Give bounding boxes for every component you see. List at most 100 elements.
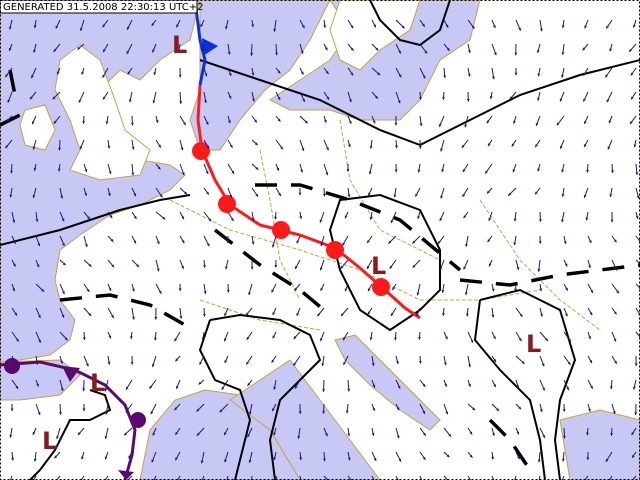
wind-arrow-head: [107, 361, 111, 365]
wind-arrow-head: [488, 263, 492, 267]
wind-arrow-head: [110, 238, 114, 242]
wind-arrow: [419, 475, 423, 480]
wind-arrow-head: [200, 24, 204, 28]
wind-arrow-head: [35, 219, 39, 222]
wind-arrow-head: [585, 217, 589, 221]
wind-arrow-head: [247, 434, 250, 438]
wind-arrow-head: [53, 120, 57, 124]
wind-arrow-head: [60, 388, 64, 391]
wind-arrow-head: [178, 74, 182, 78]
wind-arrow-head: [181, 240, 185, 244]
wind-arrow-head: [9, 194, 13, 198]
wind-arrow-head: [204, 73, 208, 77]
adriatic: [334, 334, 441, 431]
wind-arrow-head: [448, 433, 452, 437]
wind-arrow-head: [226, 240, 230, 244]
wind-arrow: [347, 475, 352, 480]
wind-arrow-head: [396, 407, 400, 411]
wind-arrow-head: [7, 99, 11, 103]
wind-arrow-head: [11, 457, 15, 461]
wind-arrow-head: [446, 47, 450, 51]
wind-arrow-head: [491, 456, 495, 460]
wind-arrow-head: [29, 96, 33, 100]
wind-arrow-head: [151, 22, 155, 26]
wind-arrow-head: [369, 337, 373, 341]
wind-arrow-head: [204, 100, 207, 103]
wind-arrow-head: [181, 172, 185, 176]
wind-arrow: [201, 475, 205, 480]
wind-arrow-head: [556, 122, 560, 126]
wind-arrow-head: [468, 383, 471, 387]
wind-arrow-head: [537, 73, 541, 77]
wind-arrow-head: [415, 193, 418, 197]
wind-arrow: [275, 475, 278, 480]
wind-arrow: [80, 475, 85, 480]
wind-arrow-head: [296, 312, 300, 316]
wind-arrow-head: [613, 338, 617, 342]
wind-arrow-head: [228, 72, 232, 76]
wind-arrow-head: [347, 433, 351, 437]
wind-arrow-head: [10, 408, 14, 412]
wind-arrow-head: [227, 120, 231, 124]
wind-arrow-head: [635, 215, 639, 219]
wind-arrow-head: [323, 25, 327, 28]
wind-arrow-head: [616, 290, 619, 294]
wind-arrow-head: [79, 27, 83, 31]
wind-arrow-head: [561, 25, 565, 29]
wind-arrow-head: [589, 360, 592, 364]
wind-arrow-head: [467, 73, 471, 77]
wind-arrow-head: [131, 146, 135, 150]
warm-front-symbols: [192, 142, 390, 296]
wind-arrow-head: [588, 240, 592, 244]
wind-arrow-head: [176, 24, 179, 28]
wind-arrow-head: [636, 195, 640, 199]
wind-arrow-head: [250, 266, 254, 270]
wind-arrow-head: [465, 243, 468, 247]
wind-arrow-head: [632, 386, 636, 390]
trough: [488, 418, 532, 471]
wind-arrow-head: [200, 460, 204, 464]
wind-arrow-head: [412, 240, 416, 244]
wind-arrow-head: [374, 95, 378, 99]
isobar: [199, 59, 421, 146]
wind-arrow-head: [298, 192, 302, 196]
isobar: [198, 319, 252, 480]
wind-arrow-head: [226, 289, 230, 293]
wind-arrow-head: [437, 240, 441, 244]
wind-arrow-head: [542, 387, 545, 391]
wind-arrow: [635, 283, 640, 289]
wind-arrow-head: [493, 25, 496, 29]
wind-arrow-head: [398, 50, 401, 54]
wind-arrow-head: [491, 314, 495, 318]
wind-arrow-head: [614, 267, 618, 271]
wind-arrow-head: [561, 219, 564, 223]
wind-arrow-head: [35, 361, 39, 365]
wind-arrow-head: [401, 25, 405, 29]
wind-arrow-head: [64, 337, 68, 341]
wind-arrow-head: [199, 361, 203, 365]
wind-arrow-head: [608, 120, 612, 124]
wind-arrow-head: [422, 456, 426, 460]
wind-arrow-head: [133, 240, 137, 244]
wind-arrow-head: [350, 72, 354, 76]
low-pressure-label: L: [90, 369, 105, 397]
wind-arrow-head: [33, 49, 36, 53]
wind-arrow-head: [605, 458, 609, 462]
wind-arrow-head: [537, 168, 540, 172]
wind-arrow-head: [536, 50, 540, 54]
wind-arrow-head: [60, 360, 63, 364]
wind-arrow-head: [149, 385, 153, 389]
wind-arrow-head: [464, 292, 468, 296]
wind-arrow-head: [388, 240, 392, 244]
wind-arrow-head: [394, 169, 398, 173]
wind-arrow-head: [320, 338, 323, 342]
wind-arrow-head: [231, 170, 235, 174]
wind-arrow-head: [343, 361, 346, 365]
wind-arrow-head: [251, 217, 255, 221]
wind-arrow-head: [272, 335, 276, 339]
wind-arrow-head: [487, 239, 491, 243]
wind-arrow-head: [317, 313, 321, 317]
wind-arrow-head: [445, 24, 449, 28]
wind-arrow-head: [246, 336, 250, 340]
wind-arrow-head: [422, 383, 426, 387]
